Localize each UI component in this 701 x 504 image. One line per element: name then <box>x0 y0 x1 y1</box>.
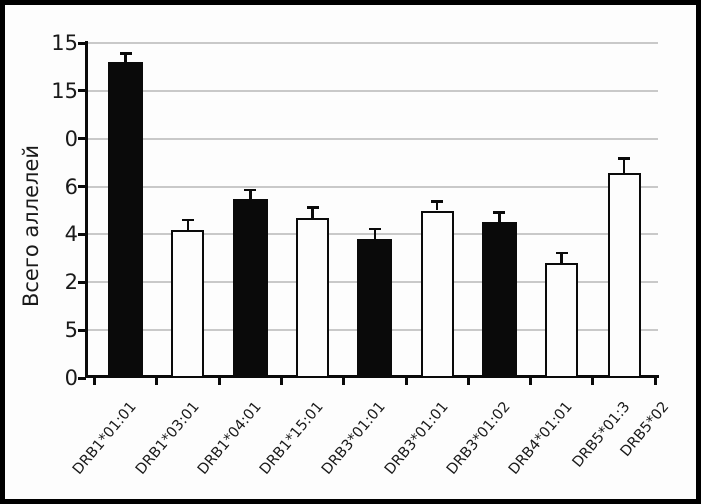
y-tick-label: 15 <box>51 78 78 103</box>
y-tick-mark <box>78 232 86 236</box>
error-bar-stem <box>248 190 252 199</box>
y-tick-label: 2 <box>64 270 78 295</box>
y-tick-mark <box>78 137 86 141</box>
x-tick-label: DRB1*03:01 <box>132 399 203 478</box>
error-bar-stem <box>622 158 626 174</box>
x-tick-mark <box>93 378 96 385</box>
y-tick-mark <box>78 41 86 45</box>
x-tick-mark <box>342 378 346 385</box>
x-tick-label: DRB5*01:3 <box>569 399 634 471</box>
x-tick-mark <box>466 378 470 385</box>
error-bar-stem <box>186 220 190 230</box>
error-bar-stem <box>124 53 127 63</box>
bar <box>171 229 205 378</box>
error-bar-cap <box>493 211 506 214</box>
x-tick-mark <box>155 378 159 385</box>
y-tick-label: 4 <box>64 222 78 247</box>
x-tick-label: DRB1*01:01 <box>70 399 140 478</box>
bar <box>607 173 641 378</box>
bar <box>108 62 144 378</box>
x-tick-label: DRB3*01:01 <box>381 399 452 478</box>
y-tick-label: 15 <box>51 31 78 55</box>
y-tick-mark <box>78 185 86 189</box>
y-tick-label: 5 <box>64 318 78 343</box>
gridline <box>88 233 658 236</box>
y-tick-label: 0 <box>64 366 78 390</box>
x-tick-label: DRB4*01:01 <box>506 399 577 478</box>
error-bar-stem <box>311 207 314 218</box>
y-tick-mark <box>78 89 86 93</box>
x-tick-mark <box>404 378 408 385</box>
y-tick-label: 0 <box>64 126 78 151</box>
bar <box>545 263 579 378</box>
x-tick-mark <box>529 378 533 385</box>
bar <box>296 217 330 378</box>
bar <box>481 222 517 378</box>
x-tick-mark <box>279 378 283 385</box>
error-bar-stem <box>435 201 439 211</box>
x-tick-mark <box>217 378 221 385</box>
bar <box>232 198 268 378</box>
gridline <box>88 137 658 140</box>
x-tick-label: DRB3*01:02 <box>443 399 514 478</box>
error-bar-stem <box>373 229 377 240</box>
error-bar-cap <box>244 188 257 192</box>
y-axis-line <box>85 41 88 378</box>
error-bar-cap <box>181 218 194 222</box>
y-tick-mark <box>78 376 86 380</box>
y-tick-label: 6 <box>64 174 78 199</box>
x-tick-label: DRB1*04:01 <box>194 399 265 478</box>
error-bar-cap <box>618 157 631 160</box>
y-tick-mark <box>78 328 86 332</box>
error-bar-stem <box>560 253 564 264</box>
error-bar-cap <box>555 251 568 255</box>
x-tick-label: DRB1*15:01 <box>257 399 327 478</box>
y-tick-mark <box>78 280 86 284</box>
gridline <box>88 185 658 188</box>
bar <box>420 210 454 378</box>
error-bar-cap <box>368 227 381 231</box>
error-bar-cap <box>119 52 132 56</box>
bar <box>357 239 393 378</box>
error-bar-stem <box>498 212 501 223</box>
x-tick-mark <box>653 378 657 385</box>
error-bar-cap <box>306 206 319 209</box>
x-tick-mark <box>591 378 595 385</box>
gridline <box>88 42 658 44</box>
error-bar-cap <box>431 200 444 203</box>
x-tick-label: DRB3*01:01 <box>319 399 390 478</box>
gridline <box>88 89 658 92</box>
